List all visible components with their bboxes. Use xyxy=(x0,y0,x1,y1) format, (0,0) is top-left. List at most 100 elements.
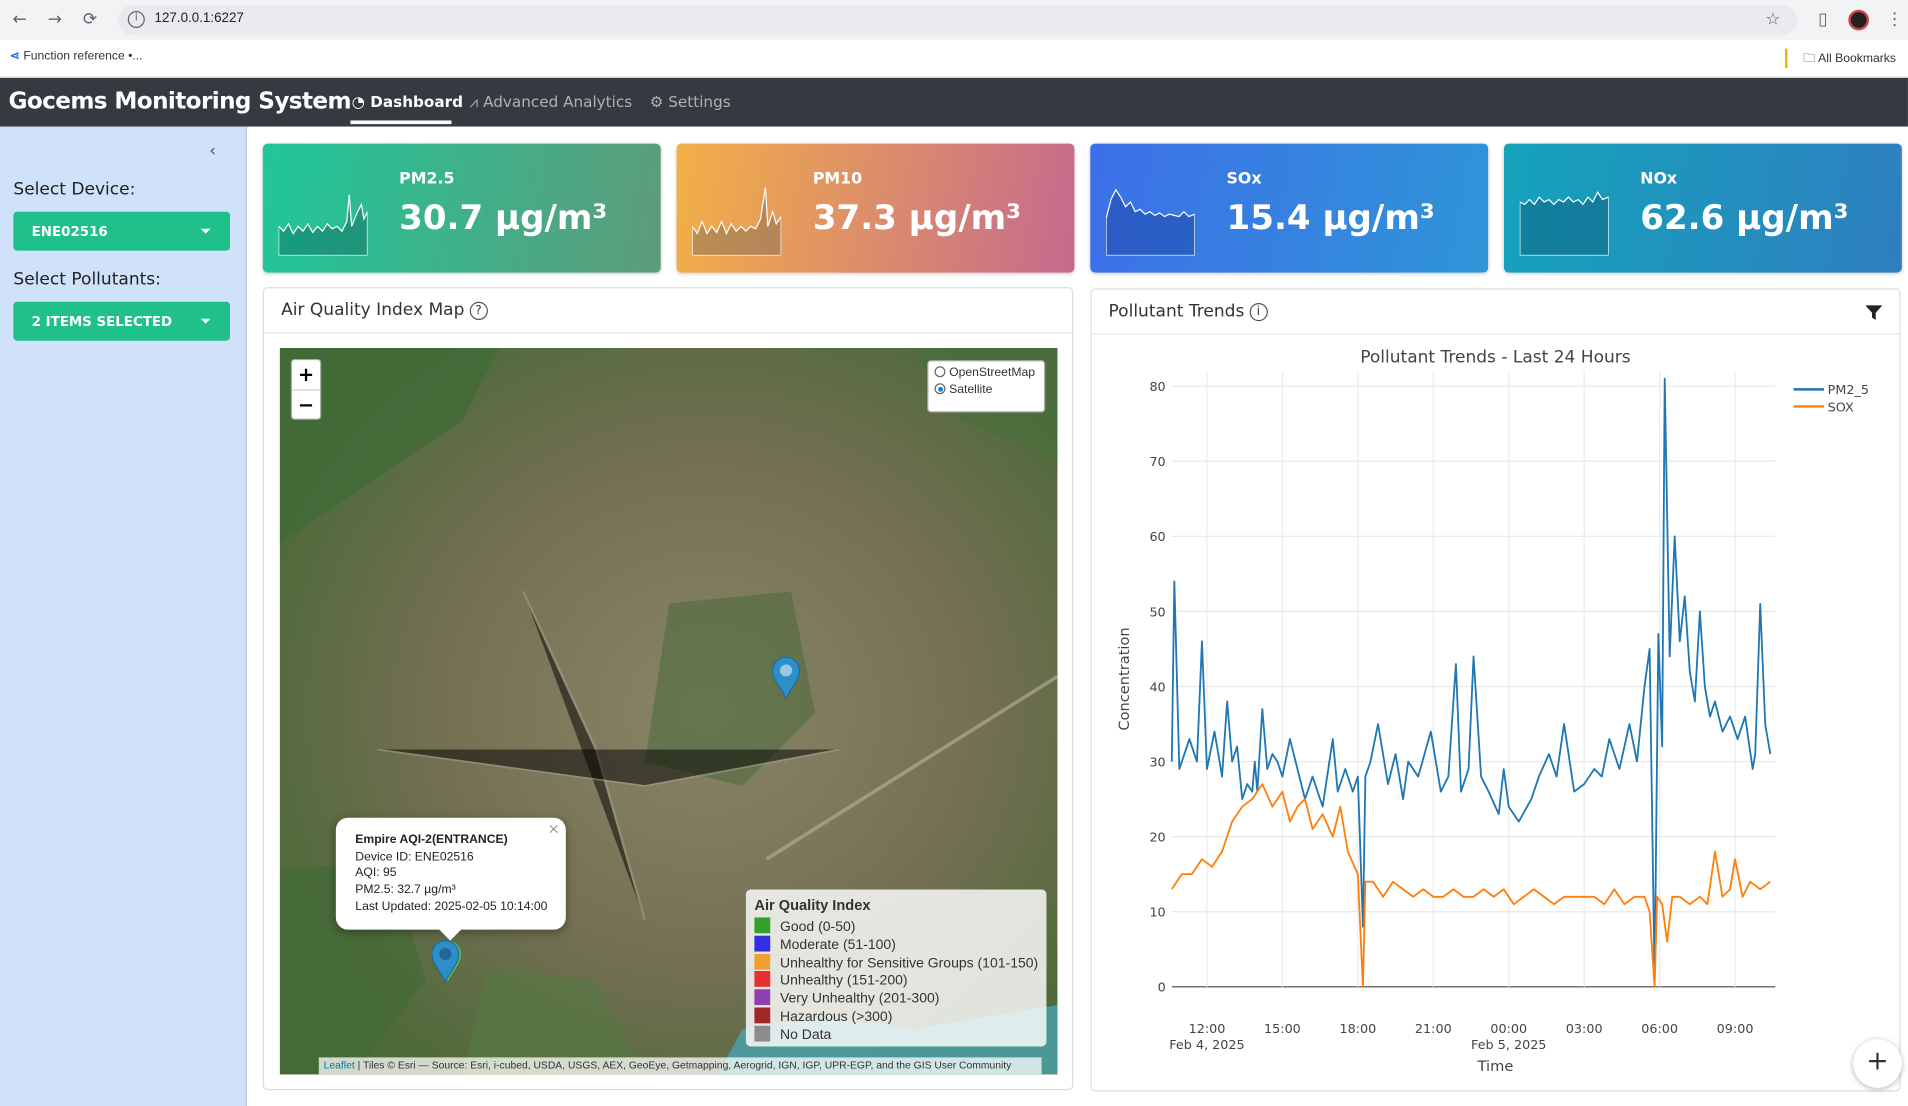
pm10-sparkline xyxy=(692,187,782,256)
layer-openstreetmap-label: OpenStreetMap xyxy=(949,366,1036,380)
pollutants-label: Select Pollutants: xyxy=(13,270,161,290)
tab-settings-label: Settings xyxy=(668,92,731,111)
y-tick-label: 70 xyxy=(1149,455,1165,470)
card-pm25-name: PM2.5 xyxy=(399,170,455,189)
map-marker-icon[interactable] xyxy=(431,939,463,984)
map-marker-icon[interactable] xyxy=(771,656,801,700)
tab-settings[interactable]: ⚙ Settings xyxy=(650,92,731,110)
legend-swatch xyxy=(754,1007,771,1024)
x-tick-sublabel: Feb 4, 2025 xyxy=(1169,1038,1244,1053)
zoom-in-button[interactable]: + xyxy=(297,362,315,386)
add-button[interactable]: + xyxy=(1853,1039,1902,1088)
map-attribution: Leaflet | Tiles © Esri — Source: Esri, i… xyxy=(318,1057,1042,1075)
url-text: 127.0.0.1:6227 xyxy=(154,10,244,26)
pm25-sparkline xyxy=(278,194,368,256)
browser-toolbar: ← → ⟳ i 127.0.0.1:6227 ☆ ▯ ⋮ xyxy=(0,0,1908,41)
legend-label: SOX xyxy=(1828,400,1854,415)
all-bookmarks-label: All Bookmarks xyxy=(1818,52,1896,66)
address-bar[interactable]: i 127.0.0.1:6227 ☆ xyxy=(118,4,1798,36)
leaflet-link[interactable]: Leaflet xyxy=(323,1058,355,1071)
popup-device: Device ID: ENE02516 xyxy=(355,850,474,864)
layer-option-satellite[interactable]: Satellite xyxy=(934,383,1038,397)
marker-popup: × Empire AQI-2(ENTRANCE) Device ID: ENE0… xyxy=(335,817,566,930)
collapse-sidebar-icon[interactable]: ‹ xyxy=(209,141,217,161)
legend-swatch xyxy=(754,989,771,1006)
trends-panel-title-text: Pollutant Trends xyxy=(1108,301,1245,322)
legend-swatch xyxy=(754,1025,771,1042)
info-icon[interactable]: i xyxy=(1249,302,1268,322)
legend-swatch xyxy=(754,917,771,934)
card-pm25: PM2.5 30.7 µg/m³ xyxy=(262,143,661,273)
y-tick-label: 50 xyxy=(1149,605,1165,620)
pollutants-select[interactable]: 2 ITEMS SELECTED xyxy=(13,301,230,341)
x-tick-label: 21:00 xyxy=(1415,1022,1452,1037)
all-bookmarks[interactable]: 🗀 All Bookmarks xyxy=(1803,50,1896,71)
chart-title: Pollutant Trends - Last 24 Hours xyxy=(1360,348,1631,368)
y-tick-label: 0 xyxy=(1158,981,1166,996)
legend-item: No Data xyxy=(754,1025,1038,1043)
app-navbar: Gocems Monitoring System ◔ Dashboard ⩘ A… xyxy=(0,77,1908,127)
caret-down-icon xyxy=(200,228,211,234)
close-icon[interactable]: × xyxy=(547,820,560,838)
legend-label: Hazardous (>300) xyxy=(779,1009,893,1025)
bookmark-function-reference[interactable]: ⋖ Function reference •... xyxy=(10,50,143,63)
radio-openstreetmap[interactable] xyxy=(934,366,946,378)
y-tick-label: 80 xyxy=(1149,380,1165,395)
device-select[interactable]: ENE02516 xyxy=(13,211,230,251)
zoom-control: + − xyxy=(290,358,322,420)
tab-dashboard[interactable]: ◔ Dashboard xyxy=(352,92,463,110)
card-sox: SOx 15.4 µg/m³ xyxy=(1090,143,1489,273)
legend-swatch xyxy=(754,971,771,988)
trends-chart[interactable]: Pollutant Trends - Last 24 Hours 0 10 20 30 4… xyxy=(1090,335,1900,1089)
legend-label: Moderate (51-100) xyxy=(779,937,896,953)
reload-icon[interactable]: ⟳ xyxy=(82,9,98,30)
trends-panel: Pollutant Trends i xyxy=(1090,288,1901,1092)
legend-item: Hazardous (>300) xyxy=(754,1007,1038,1025)
x-tick-label: 06:00 xyxy=(1641,1022,1678,1037)
legend-label: Unhealthy for Sensitive Groups (101-150) xyxy=(779,955,1039,971)
active-tab-indicator xyxy=(350,120,452,125)
help-icon[interactable]: ? xyxy=(469,301,488,321)
legend-label: Good (0-50) xyxy=(779,919,856,935)
bookmark-star-icon[interactable]: ☆ xyxy=(1765,9,1781,30)
back-icon[interactable]: ← xyxy=(12,9,27,30)
nox-sparkline xyxy=(1519,191,1609,256)
tab-dashboard-label: Dashboard xyxy=(370,92,464,111)
layer-option-openstreetmap[interactable]: OpenStreetMap xyxy=(934,366,1038,380)
site-info-icon[interactable]: i xyxy=(127,10,145,28)
y-tick-label: 40 xyxy=(1149,680,1165,695)
bookmark-label: Function reference •... xyxy=(23,49,143,64)
map-panel-title-text: Air Quality Index Map xyxy=(281,300,465,321)
filter-icon[interactable] xyxy=(1865,304,1883,321)
trends-panel-title: Pollutant Trends i xyxy=(1108,301,1268,322)
card-nox-value: 62.6 µg/m³ xyxy=(1640,197,1849,238)
zoom-out-button[interactable]: − xyxy=(292,389,321,418)
legend-item: Unhealthy for Sensitive Groups (101-150) xyxy=(754,953,1038,971)
aqi-map[interactable]: + − OpenStreetMap Satellite × Empire AQI… xyxy=(279,348,1058,1075)
card-nox-name: NOx xyxy=(1640,170,1678,189)
profile-avatar[interactable] xyxy=(1848,9,1870,31)
bookmark-favicon-icon: ⋖ xyxy=(9,49,20,64)
dashboard-icon: ◔ xyxy=(351,92,365,111)
popup-pm25: PM2.5: 32.7 µg/m³ xyxy=(355,883,456,897)
card-sox-name: SOx xyxy=(1226,170,1262,189)
popup-aqi: AQI: 95 xyxy=(355,866,397,881)
radio-satellite[interactable] xyxy=(934,383,946,395)
tab-advanced-analytics[interactable]: ⩘ Advanced Analytics xyxy=(470,92,632,111)
x-tick-sublabel: Feb 5, 2025 xyxy=(1471,1038,1546,1053)
legend-label: Very Unhealthy (201-300) xyxy=(779,991,940,1007)
more-menu-icon[interactable]: ⋮ xyxy=(1886,9,1904,30)
bookmarks-divider xyxy=(1785,48,1788,69)
side-panel-icon[interactable]: ▯ xyxy=(1818,9,1828,30)
x-tick-label: 00:00 xyxy=(1490,1022,1527,1037)
y-tick-label: 60 xyxy=(1149,530,1165,545)
forward-icon[interactable]: → xyxy=(47,9,62,30)
card-pm10-name: PM10 xyxy=(812,170,863,189)
sidebar xyxy=(0,126,248,1106)
legend-swatch xyxy=(754,935,771,952)
y-tick-label: 20 xyxy=(1149,831,1165,846)
popup-tip xyxy=(438,928,463,941)
chart-icon: ⩘ xyxy=(469,92,479,111)
series-line-pm2_5 xyxy=(1170,377,1772,981)
layer-satellite-label: Satellite xyxy=(949,383,993,397)
